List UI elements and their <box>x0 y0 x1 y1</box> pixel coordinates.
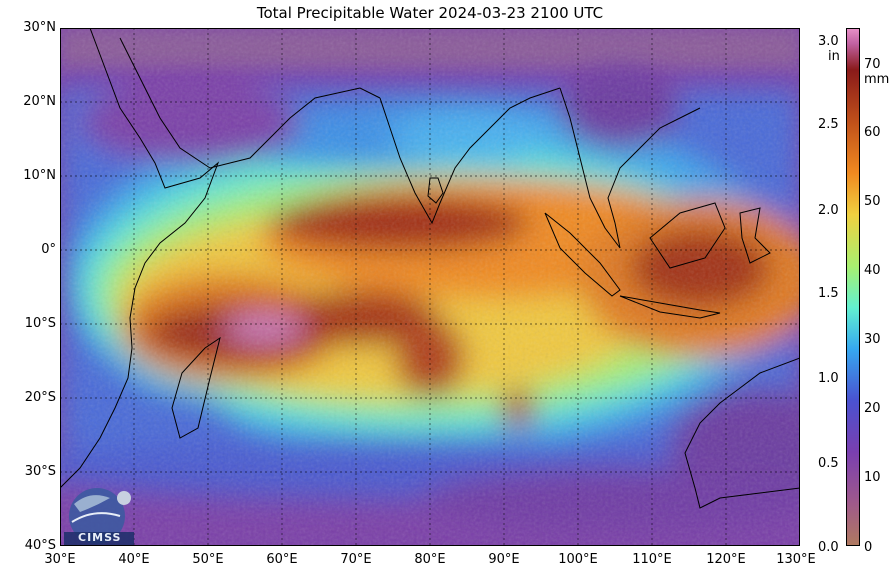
lon-label-50e: 50°E <box>192 552 224 567</box>
cimss-logo-text: CIMSS <box>78 531 122 544</box>
map-frame <box>60 28 800 546</box>
cb-mm-tick-20: 20 <box>864 401 881 416</box>
colorbar <box>846 28 860 546</box>
lat-label-0: 0° <box>41 242 56 257</box>
cb-mm-tick-60: 60 <box>864 125 881 140</box>
lat-label-20s: 20°S <box>24 390 56 405</box>
lon-label-110e: 110°E <box>632 552 672 567</box>
lat-label-40s: 40°S <box>24 538 56 553</box>
cb-in-tick-1-0: 1.0 <box>818 371 839 386</box>
cb-in-tick-0-5: 0.5 <box>818 456 839 471</box>
cb-in-tick-3-0: 3.0 <box>818 34 839 49</box>
lat-label-10s: 10°S <box>24 316 56 331</box>
tpw-map: CIMSS <box>60 28 800 546</box>
cb-in-tick-1-5: 1.5 <box>818 286 839 301</box>
cb-in-tick-2-5: 2.5 <box>818 117 839 132</box>
map-svg <box>60 28 800 546</box>
cb-in-unit: in <box>828 49 840 64</box>
cb-mm-tick-70: 70 <box>864 57 881 72</box>
cb-in-tick-0-0: 0.0 <box>818 540 839 555</box>
cb-mm-tick-50: 50 <box>864 194 881 209</box>
lon-label-70e: 70°E <box>340 552 372 567</box>
lon-label-30e: 30°E <box>44 552 76 567</box>
colorbar-scale <box>846 28 860 546</box>
cimss-logo <box>64 488 134 546</box>
cb-in-tick-2-0: 2.0 <box>818 203 839 218</box>
lat-label-10n: 10°N <box>23 168 56 183</box>
lat-label-30s: 30°S <box>24 464 56 479</box>
cb-mm-tick-0: 0 <box>864 540 873 555</box>
cb-mm-tick-10: 10 <box>864 470 881 485</box>
lon-label-90e: 90°E <box>488 552 520 567</box>
lat-label-20n: 20°N <box>23 94 56 109</box>
coastlines <box>60 28 800 509</box>
graticule <box>60 28 800 546</box>
map-title: Total Precipitable Water 2024-03-23 2100… <box>256 4 604 22</box>
lat-label-30n: 30°N <box>23 20 56 35</box>
cb-mm-tick-40: 40 <box>864 263 881 278</box>
lon-label-120e: 120°E <box>706 552 746 567</box>
lon-label-100e: 100°E <box>558 552 598 567</box>
lon-label-130e: 130°E <box>776 552 816 567</box>
cb-mm-tick-30: 30 <box>864 332 881 347</box>
lon-label-80e: 80°E <box>414 552 446 567</box>
lon-label-40e: 40°E <box>118 552 150 567</box>
lon-label-60e: 60°E <box>266 552 298 567</box>
cb-mm-unit: mm <box>864 72 890 87</box>
